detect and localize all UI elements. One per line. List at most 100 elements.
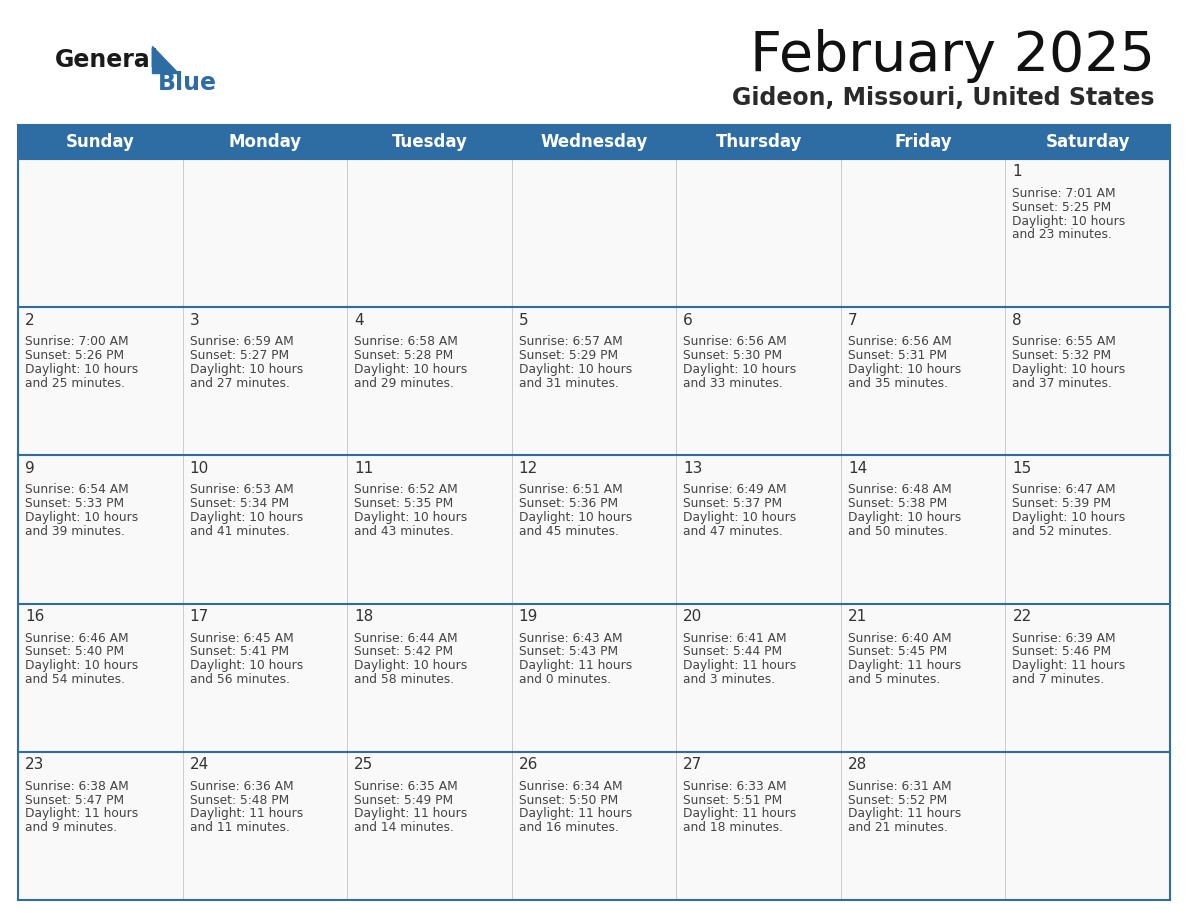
Text: Sunrise: 6:36 AM: Sunrise: 6:36 AM	[190, 779, 293, 793]
Bar	[676, 308, 841, 455]
Text: 16: 16	[25, 610, 44, 624]
Text: Daylight: 11 hours: Daylight: 11 hours	[519, 808, 632, 821]
Text: Sunset: 5:48 PM: Sunset: 5:48 PM	[190, 793, 289, 807]
Text: Sunset: 5:36 PM: Sunset: 5:36 PM	[519, 498, 618, 510]
Bar	[841, 455, 1005, 604]
Bar	[512, 752, 676, 900]
Text: Sunset: 5:52 PM: Sunset: 5:52 PM	[848, 793, 947, 807]
Text: Daylight: 10 hours: Daylight: 10 hours	[354, 659, 467, 672]
Text: Daylight: 10 hours: Daylight: 10 hours	[1012, 215, 1126, 228]
Bar	[18, 604, 183, 752]
Text: and 14 minutes.: and 14 minutes.	[354, 822, 454, 834]
Text: Sunrise: 6:59 AM: Sunrise: 6:59 AM	[190, 335, 293, 348]
Text: Daylight: 10 hours: Daylight: 10 hours	[190, 363, 303, 375]
Text: Sunrise: 6:48 AM: Sunrise: 6:48 AM	[848, 484, 952, 497]
Bar	[347, 159, 512, 308]
Text: 2: 2	[25, 313, 34, 328]
Text: Sunrise: 6:53 AM: Sunrise: 6:53 AM	[190, 484, 293, 497]
Text: Blue: Blue	[158, 71, 217, 95]
Text: and 11 minutes.: and 11 minutes.	[190, 822, 290, 834]
Bar	[18, 125, 1170, 159]
Text: 25: 25	[354, 757, 373, 772]
Text: 15: 15	[1012, 461, 1031, 476]
Bar	[18, 752, 183, 900]
Bar	[18, 159, 183, 308]
Text: and 37 minutes.: and 37 minutes.	[1012, 376, 1112, 389]
Text: Sunrise: 6:34 AM: Sunrise: 6:34 AM	[519, 779, 623, 793]
Text: Daylight: 11 hours: Daylight: 11 hours	[25, 808, 138, 821]
Text: Daylight: 10 hours: Daylight: 10 hours	[848, 363, 961, 375]
Text: 28: 28	[848, 757, 867, 772]
Text: 4: 4	[354, 313, 364, 328]
Text: Sunrise: 6:44 AM: Sunrise: 6:44 AM	[354, 632, 457, 644]
Text: 8: 8	[1012, 313, 1022, 328]
Text: Sunset: 5:34 PM: Sunset: 5:34 PM	[190, 498, 289, 510]
Text: and 39 minutes.: and 39 minutes.	[25, 525, 125, 538]
Text: 18: 18	[354, 610, 373, 624]
Text: and 52 minutes.: and 52 minutes.	[1012, 525, 1112, 538]
Text: and 33 minutes.: and 33 minutes.	[683, 376, 783, 389]
Text: 10: 10	[190, 461, 209, 476]
Text: Sunrise: 6:33 AM: Sunrise: 6:33 AM	[683, 779, 786, 793]
Bar	[1005, 752, 1170, 900]
Bar	[183, 159, 347, 308]
Text: 5: 5	[519, 313, 529, 328]
Bar	[676, 455, 841, 604]
Text: 1: 1	[1012, 164, 1022, 180]
Bar	[676, 752, 841, 900]
Text: Daylight: 10 hours: Daylight: 10 hours	[354, 511, 467, 524]
Text: Sunset: 5:25 PM: Sunset: 5:25 PM	[1012, 201, 1112, 214]
Bar	[841, 752, 1005, 900]
Text: and 54 minutes.: and 54 minutes.	[25, 673, 125, 686]
Bar	[18, 308, 183, 455]
Text: Sunrise: 6:38 AM: Sunrise: 6:38 AM	[25, 779, 128, 793]
Text: Daylight: 11 hours: Daylight: 11 hours	[848, 659, 961, 672]
Text: Monday: Monday	[228, 133, 302, 151]
Text: and 58 minutes.: and 58 minutes.	[354, 673, 454, 686]
Bar	[676, 159, 841, 308]
Text: Sunset: 5:41 PM: Sunset: 5:41 PM	[190, 645, 289, 658]
Text: Sunrise: 7:00 AM: Sunrise: 7:00 AM	[25, 335, 128, 348]
Text: Daylight: 10 hours: Daylight: 10 hours	[190, 659, 303, 672]
Text: and 5 minutes.: and 5 minutes.	[848, 673, 940, 686]
Text: Daylight: 10 hours: Daylight: 10 hours	[1012, 363, 1126, 375]
Bar	[18, 455, 183, 604]
Text: Sunset: 5:37 PM: Sunset: 5:37 PM	[683, 498, 783, 510]
Text: 6: 6	[683, 313, 693, 328]
Bar	[1005, 159, 1170, 308]
Bar	[512, 604, 676, 752]
Bar	[512, 455, 676, 604]
Text: Sunrise: 6:31 AM: Sunrise: 6:31 AM	[848, 779, 952, 793]
Text: Sunrise: 6:58 AM: Sunrise: 6:58 AM	[354, 335, 459, 348]
Bar	[347, 604, 512, 752]
Bar	[183, 455, 347, 604]
Text: Sunrise: 6:49 AM: Sunrise: 6:49 AM	[683, 484, 786, 497]
Text: Sunset: 5:50 PM: Sunset: 5:50 PM	[519, 793, 618, 807]
Text: Daylight: 11 hours: Daylight: 11 hours	[683, 659, 796, 672]
Text: Sunset: 5:39 PM: Sunset: 5:39 PM	[1012, 498, 1112, 510]
Bar	[512, 159, 676, 308]
Text: Sunrise: 6:40 AM: Sunrise: 6:40 AM	[848, 632, 952, 644]
Text: Daylight: 11 hours: Daylight: 11 hours	[190, 808, 303, 821]
Text: Daylight: 11 hours: Daylight: 11 hours	[519, 659, 632, 672]
Text: Sunset: 5:31 PM: Sunset: 5:31 PM	[848, 349, 947, 362]
Text: Gideon, Missouri, United States: Gideon, Missouri, United States	[733, 86, 1155, 110]
Text: 13: 13	[683, 461, 702, 476]
Text: Sunrise: 6:35 AM: Sunrise: 6:35 AM	[354, 779, 457, 793]
Text: 22: 22	[1012, 610, 1031, 624]
Text: Daylight: 10 hours: Daylight: 10 hours	[25, 659, 138, 672]
Text: and 50 minutes.: and 50 minutes.	[848, 525, 948, 538]
Text: Sunset: 5:42 PM: Sunset: 5:42 PM	[354, 645, 454, 658]
Text: 3: 3	[190, 313, 200, 328]
Bar	[347, 455, 512, 604]
Text: and 35 minutes.: and 35 minutes.	[848, 376, 948, 389]
Text: Sunset: 5:51 PM: Sunset: 5:51 PM	[683, 793, 783, 807]
Text: Daylight: 10 hours: Daylight: 10 hours	[354, 363, 467, 375]
Text: Wednesday: Wednesday	[541, 133, 647, 151]
Text: Sunrise: 6:54 AM: Sunrise: 6:54 AM	[25, 484, 128, 497]
Text: Sunset: 5:29 PM: Sunset: 5:29 PM	[519, 349, 618, 362]
Text: Sunrise: 6:39 AM: Sunrise: 6:39 AM	[1012, 632, 1116, 644]
Text: Daylight: 10 hours: Daylight: 10 hours	[683, 511, 796, 524]
Text: and 31 minutes.: and 31 minutes.	[519, 376, 619, 389]
Text: Sunrise: 6:52 AM: Sunrise: 6:52 AM	[354, 484, 457, 497]
